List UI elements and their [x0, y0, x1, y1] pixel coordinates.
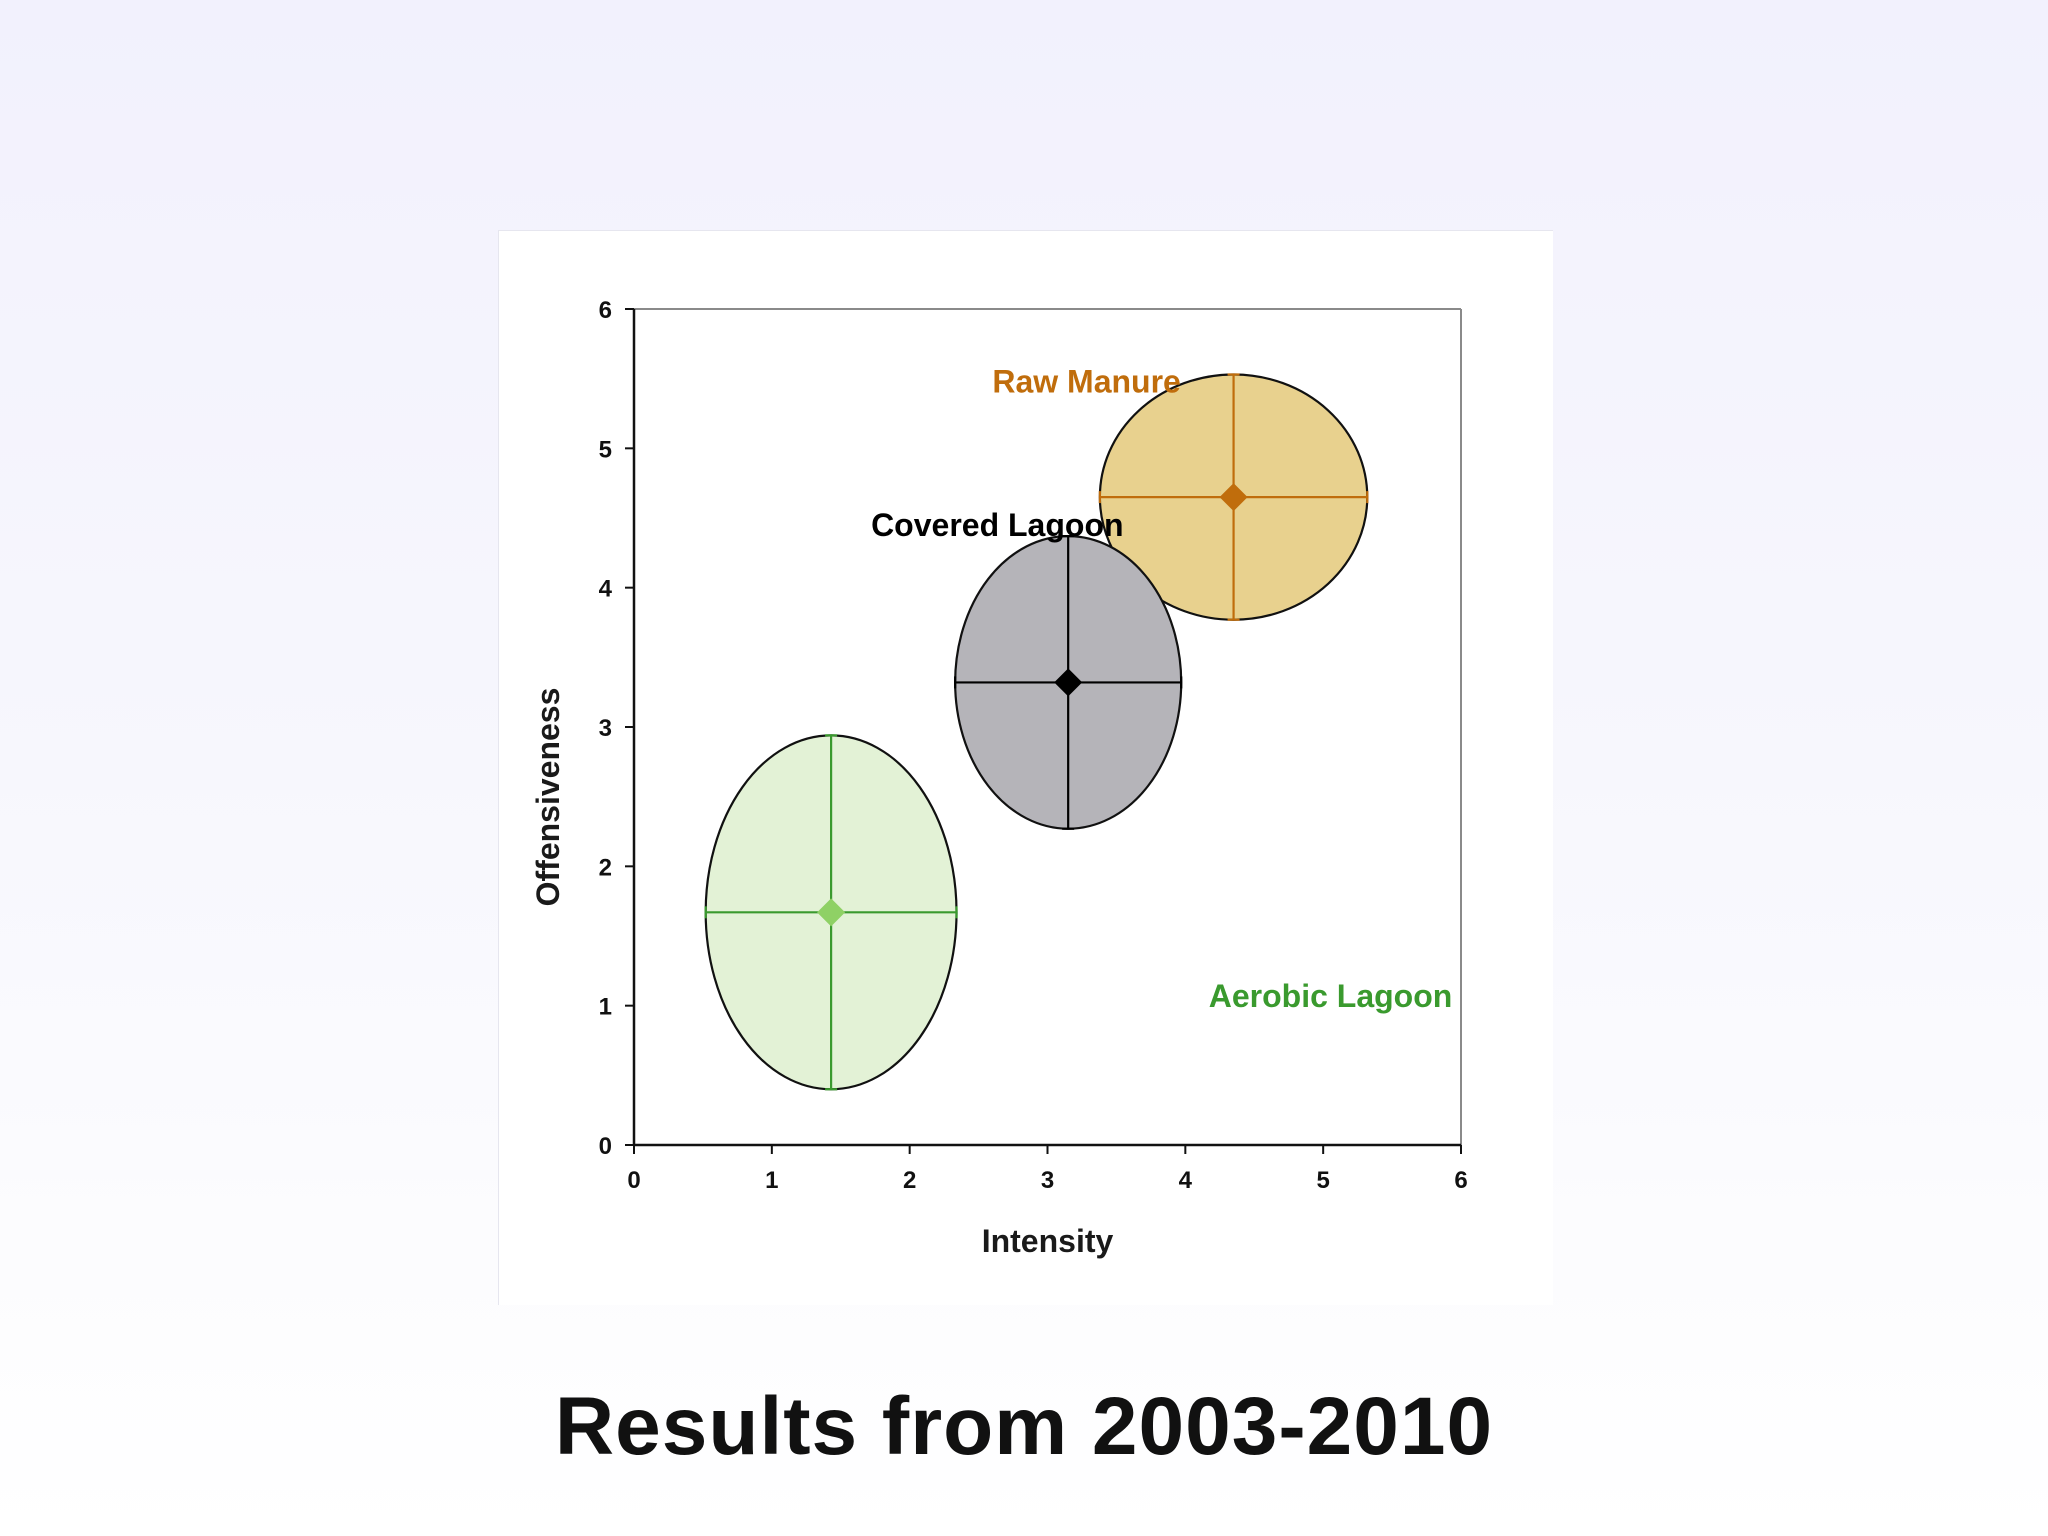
x-tick-label: 2	[903, 1167, 916, 1194]
x-tick-label: 0	[627, 1167, 640, 1194]
y-tick-label: 5	[599, 436, 612, 463]
raw-manure-marker	[1219, 483, 1248, 512]
y-axis-title: Offensiveness	[530, 688, 566, 907]
covered-lagoon-marker	[1054, 668, 1083, 697]
y-tick-label: 6	[599, 297, 612, 324]
y-tick-label: 4	[599, 576, 613, 603]
y-tick-label: 1	[599, 994, 612, 1021]
aerobic-lagoon-label: Aerobic Lagoon	[1209, 978, 1453, 1014]
ellipses-layer	[704, 373, 1369, 1091]
chart: 0 1 2 3 4 5 6 0 1 2 3 4 5 6 Raw Manure Covered Lagoon A…	[530, 297, 1468, 1259]
chart-panel: 0 1 2 3 4 5 6 0 1 2 3 4 5 6 Raw Manure Covered Lagoon A…	[498, 230, 1553, 1305]
y-tick-label: 2	[599, 854, 612, 881]
x-tick-label: 3	[1041, 1167, 1054, 1194]
x-tick-label: 1	[765, 1167, 778, 1194]
x-axis-title: Intensity	[982, 1223, 1114, 1259]
slide-title: Results from 2003-2010	[554, 1381, 1494, 1472]
covered-lagoon-label: Covered Lagoon	[871, 507, 1123, 543]
raw-manure-label: Raw Manure	[992, 364, 1180, 400]
x-tick-label: 5	[1316, 1167, 1329, 1194]
labels-layer: Raw Manure Covered Lagoon Aerobic Lagoon	[871, 364, 1452, 1014]
y-tick-label: 3	[599, 715, 612, 742]
y-tick-label: 0	[599, 1133, 612, 1160]
x-tick-label: 4	[1179, 1167, 1193, 1194]
aerobic-lagoon-marker	[817, 898, 846, 927]
x-tick-label: 6	[1454, 1167, 1467, 1194]
axes-layer: 0 1 2 3 4 5 6 0 1 2 3 4 5 6	[599, 297, 1468, 1194]
